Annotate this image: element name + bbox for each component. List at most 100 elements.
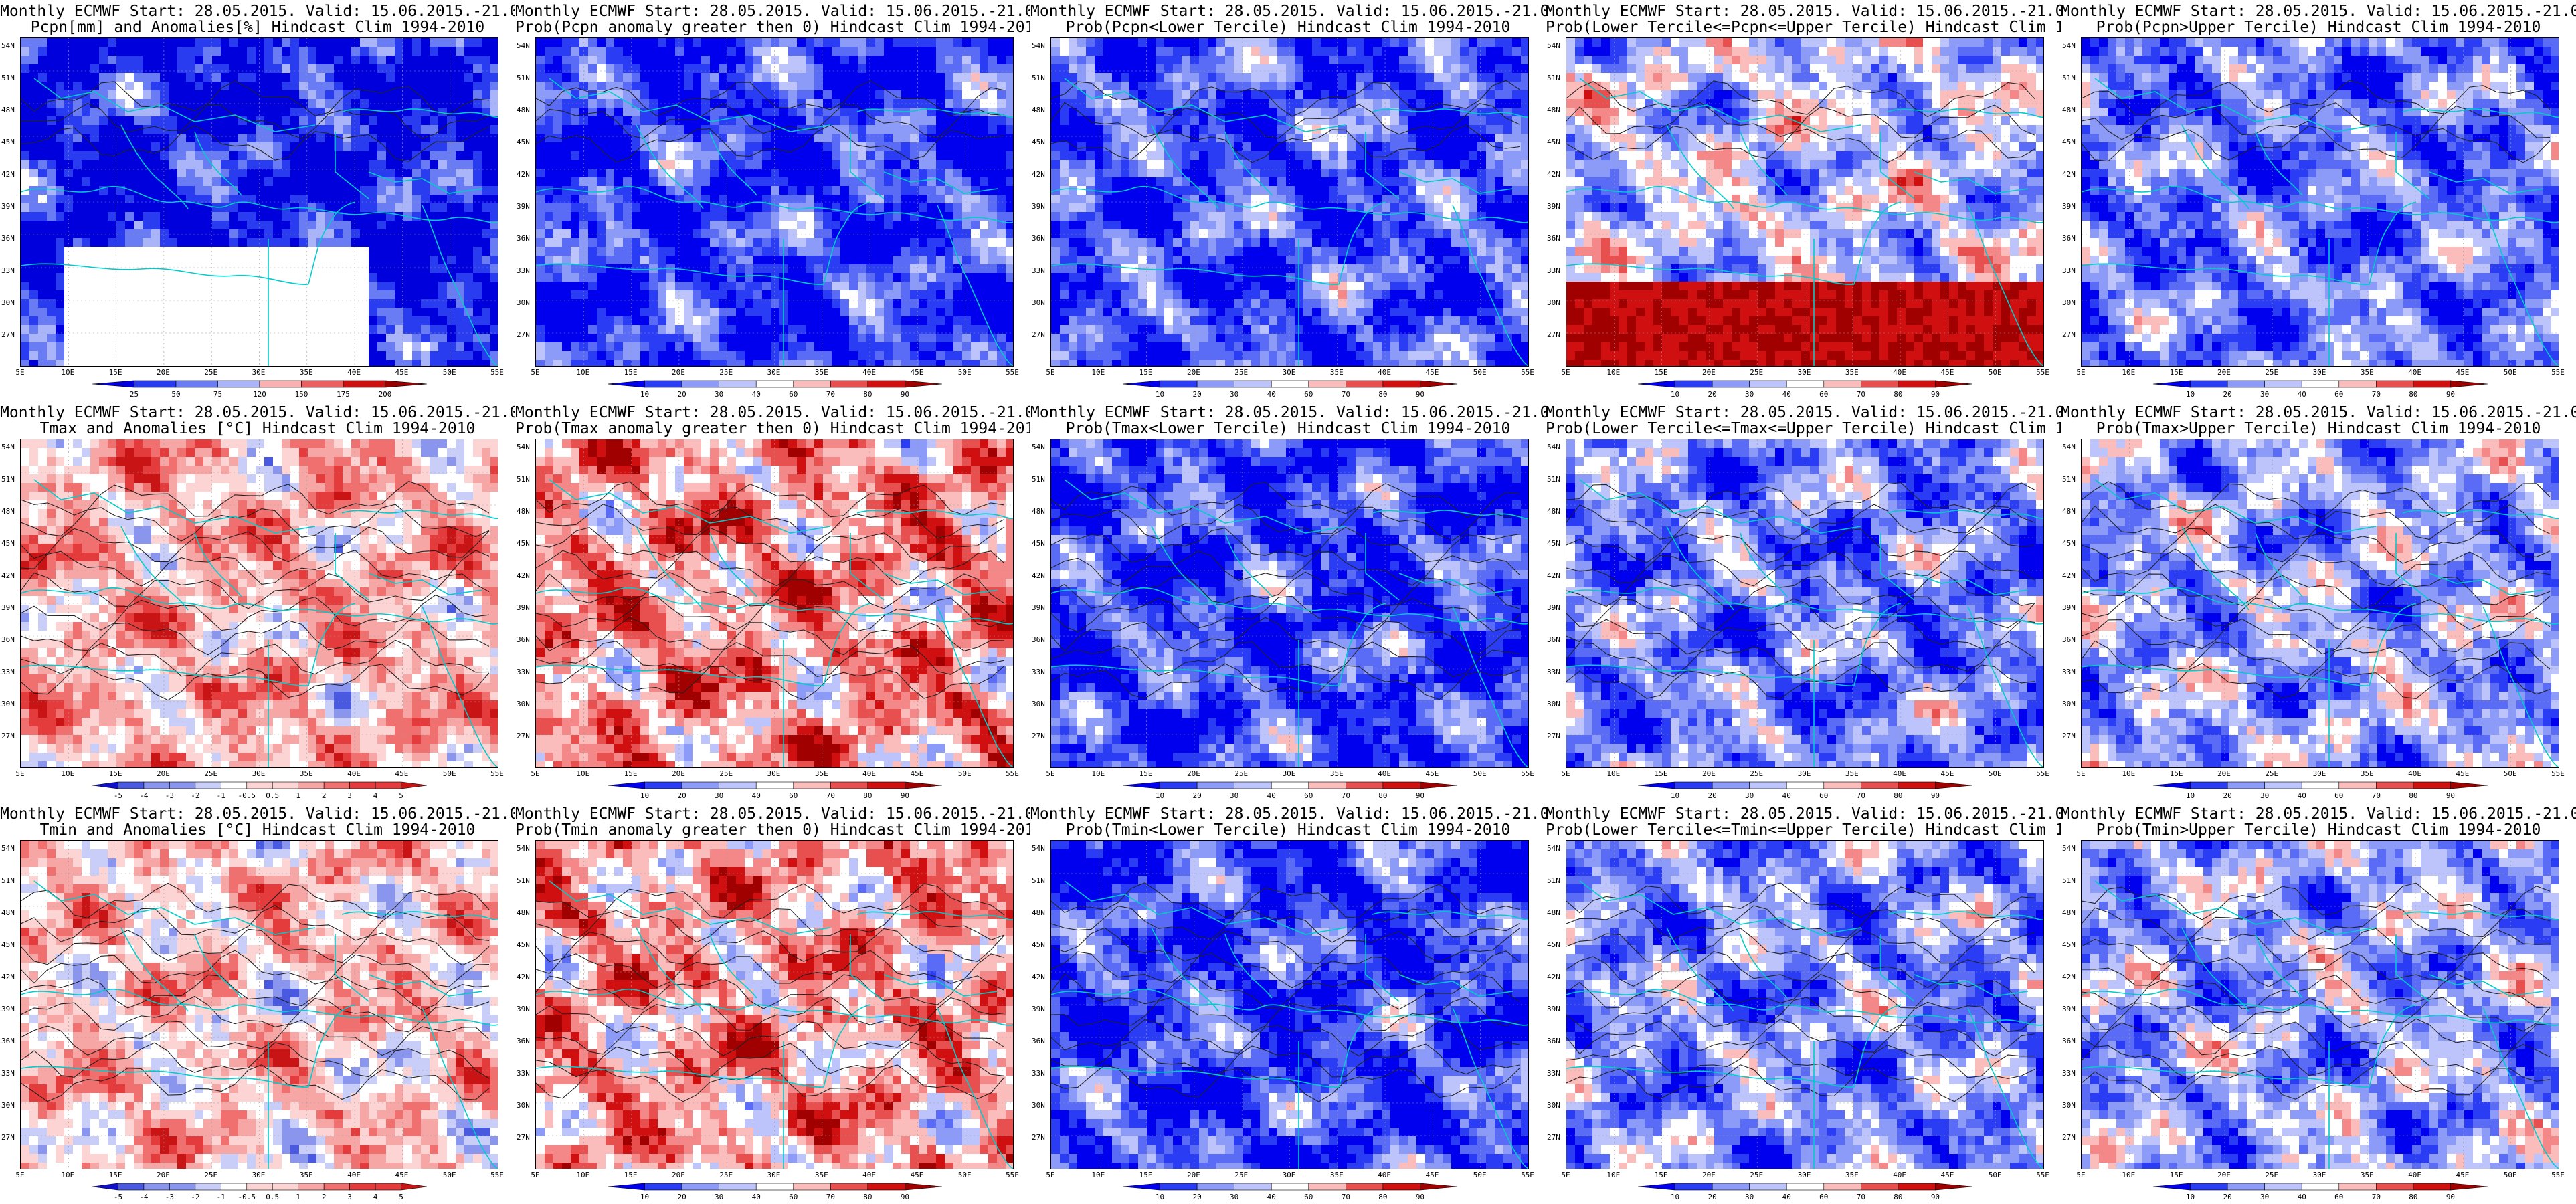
lat-label: 39N (517, 603, 530, 612)
lat-label: 33N (2062, 1069, 2076, 1078)
colorbar-tick-label: 20 (677, 1193, 686, 1201)
lon-label: 25E (719, 769, 733, 778)
lon-label: 25E (1750, 368, 1763, 377)
lat-label: 39N (1, 202, 15, 211)
lon-label: 45E (1425, 769, 1439, 778)
lon-label: 30E (767, 368, 781, 377)
lat-label: 42N (1032, 170, 1045, 179)
colorbar-tick-label: 70 (2372, 791, 2381, 800)
colorbar-tick-label: 10 (1671, 390, 1679, 399)
lon-label: 50E (1473, 1171, 1487, 1179)
lat-label: 51N (2062, 876, 2076, 885)
lat-label: 45N (1, 539, 15, 548)
colorbar: 10 20 30 40 60 70 80 90 (1618, 1183, 1993, 1203)
colorbar-tick-label: -3 (165, 1193, 174, 1201)
lat-label: 45N (2062, 539, 2076, 548)
lon-label: 10E (2122, 1171, 2135, 1179)
lat-label: 45N (1547, 539, 1560, 548)
lon-label: 50E (2504, 1171, 2517, 1179)
lon-label: 30E (252, 769, 266, 778)
colorbar-tick-label: 70 (826, 390, 835, 399)
lon-label: 50E (443, 1171, 456, 1179)
lat-label: 30N (1, 1101, 15, 1110)
lat-label: 54N (1547, 41, 1560, 50)
lon-label: 35E (1845, 769, 1859, 778)
colorbar-tick-label: 60 (1304, 791, 1313, 800)
lon-label: 10E (61, 1171, 74, 1179)
lat-label: 45N (517, 138, 530, 146)
lon-label: 20E (157, 368, 170, 377)
colorbar-tick-label: -1 (217, 1193, 225, 1201)
lon-label: 25E (1234, 1171, 1248, 1179)
lat-label: 45N (1032, 138, 1045, 146)
colorbar-tick-label: 90 (1931, 390, 1940, 399)
forecast-panel: Monthly ECMWF Start: 28.05.2015. Valid: … (2061, 0, 2576, 401)
colorbar-tick-label: 40 (1782, 791, 1791, 800)
lon-label: 55E (490, 368, 504, 377)
lat-label: 33N (1032, 266, 1045, 275)
lon-label: 10E (61, 769, 74, 778)
lon-label: 20E (672, 1171, 685, 1179)
lon-label: 20E (1187, 368, 1200, 377)
lon-label: 55E (2036, 1171, 2049, 1179)
lon-label: 50E (958, 368, 972, 377)
lat-label: 42N (1, 571, 15, 580)
lat-label: 42N (1032, 973, 1045, 981)
colorbar: -5 -4 -3 -2 -1 -0.5 0.5 1 2 3 4 5 (72, 1183, 447, 1203)
lat-label: 36N (1547, 234, 1560, 243)
lat-label: 36N (1032, 635, 1045, 644)
lon-label: 40E (2408, 769, 2421, 778)
colorbar-tick-label: 10 (640, 791, 649, 800)
panel-title: Monthly ECMWF Start: 28.05.2015. Valid: … (1030, 404, 1546, 421)
colorbar-tick-label: 75 (213, 390, 222, 399)
lat-label: 27N (1032, 1133, 1045, 1142)
lat-label: 45N (1032, 539, 1045, 548)
lat-label: 36N (517, 1037, 530, 1045)
lat-label: 48N (2062, 507, 2076, 516)
map-area (1566, 439, 2044, 768)
colorbar-tick-label: 80 (2409, 1193, 2417, 1201)
colorbar-tick-label: 80 (863, 390, 872, 399)
colorbar-tick-label: 5 (399, 1193, 403, 1201)
lon-label: 30E (2313, 769, 2326, 778)
lat-label: 42N (1547, 973, 1560, 981)
lat-label: 33N (1032, 668, 1045, 676)
lat-label: 48N (1547, 507, 1560, 516)
lon-label: 50E (958, 769, 972, 778)
colorbar-tick-label: 90 (2446, 791, 2455, 800)
colorbar-tick-label: -5 (114, 791, 122, 800)
lat-label: 39N (1032, 202, 1045, 211)
colorbar-tick-label: 20 (677, 390, 686, 399)
map-field (1051, 439, 1528, 767)
colorbar-tick-label: 0.5 (266, 1193, 279, 1201)
lon-label: 35E (2361, 769, 2374, 778)
lat-label: 27N (1547, 1133, 1560, 1142)
lon-label: 30E (1798, 368, 1811, 377)
lat-label: 36N (1032, 234, 1045, 243)
colorbar-tick-label: 10 (1671, 791, 1679, 800)
lat-label: 42N (1032, 571, 1045, 580)
map-field (1566, 841, 2043, 1169)
lon-label: 45E (910, 769, 923, 778)
lat-label: 36N (2062, 1037, 2076, 1045)
lat-label: 30N (1547, 1101, 1560, 1110)
lon-label: 25E (204, 368, 217, 377)
colorbar-tick-label: 60 (1304, 1193, 1313, 1201)
colorbar: 10 20 30 40 60 70 80 90 (587, 380, 962, 400)
lon-label: 30E (1798, 1171, 1811, 1179)
colorbar-tick-label: 80 (1894, 390, 1902, 399)
lon-label: 20E (1702, 769, 1716, 778)
colorbar-tick-label: 30 (2260, 1193, 2269, 1201)
lat-label: 54N (517, 41, 530, 50)
lon-label: 50E (958, 1171, 972, 1179)
lon-label: 5E (15, 769, 24, 778)
lat-label: 33N (517, 1069, 530, 1078)
map-area (2081, 37, 2559, 367)
lat-label: 39N (1032, 603, 1045, 612)
lat-label: 27N (2062, 732, 2076, 740)
panel-subtitle: Prob(Lower Tercile<=Tmax<=Upper Tercile)… (1546, 420, 2061, 437)
forecast-panel: Monthly ECMWF Start: 28.05.2015. Valid: … (1546, 401, 2061, 803)
lon-label: 25E (204, 1171, 217, 1179)
lat-label: 33N (1547, 266, 1560, 275)
lat-label: 48N (1, 507, 15, 516)
